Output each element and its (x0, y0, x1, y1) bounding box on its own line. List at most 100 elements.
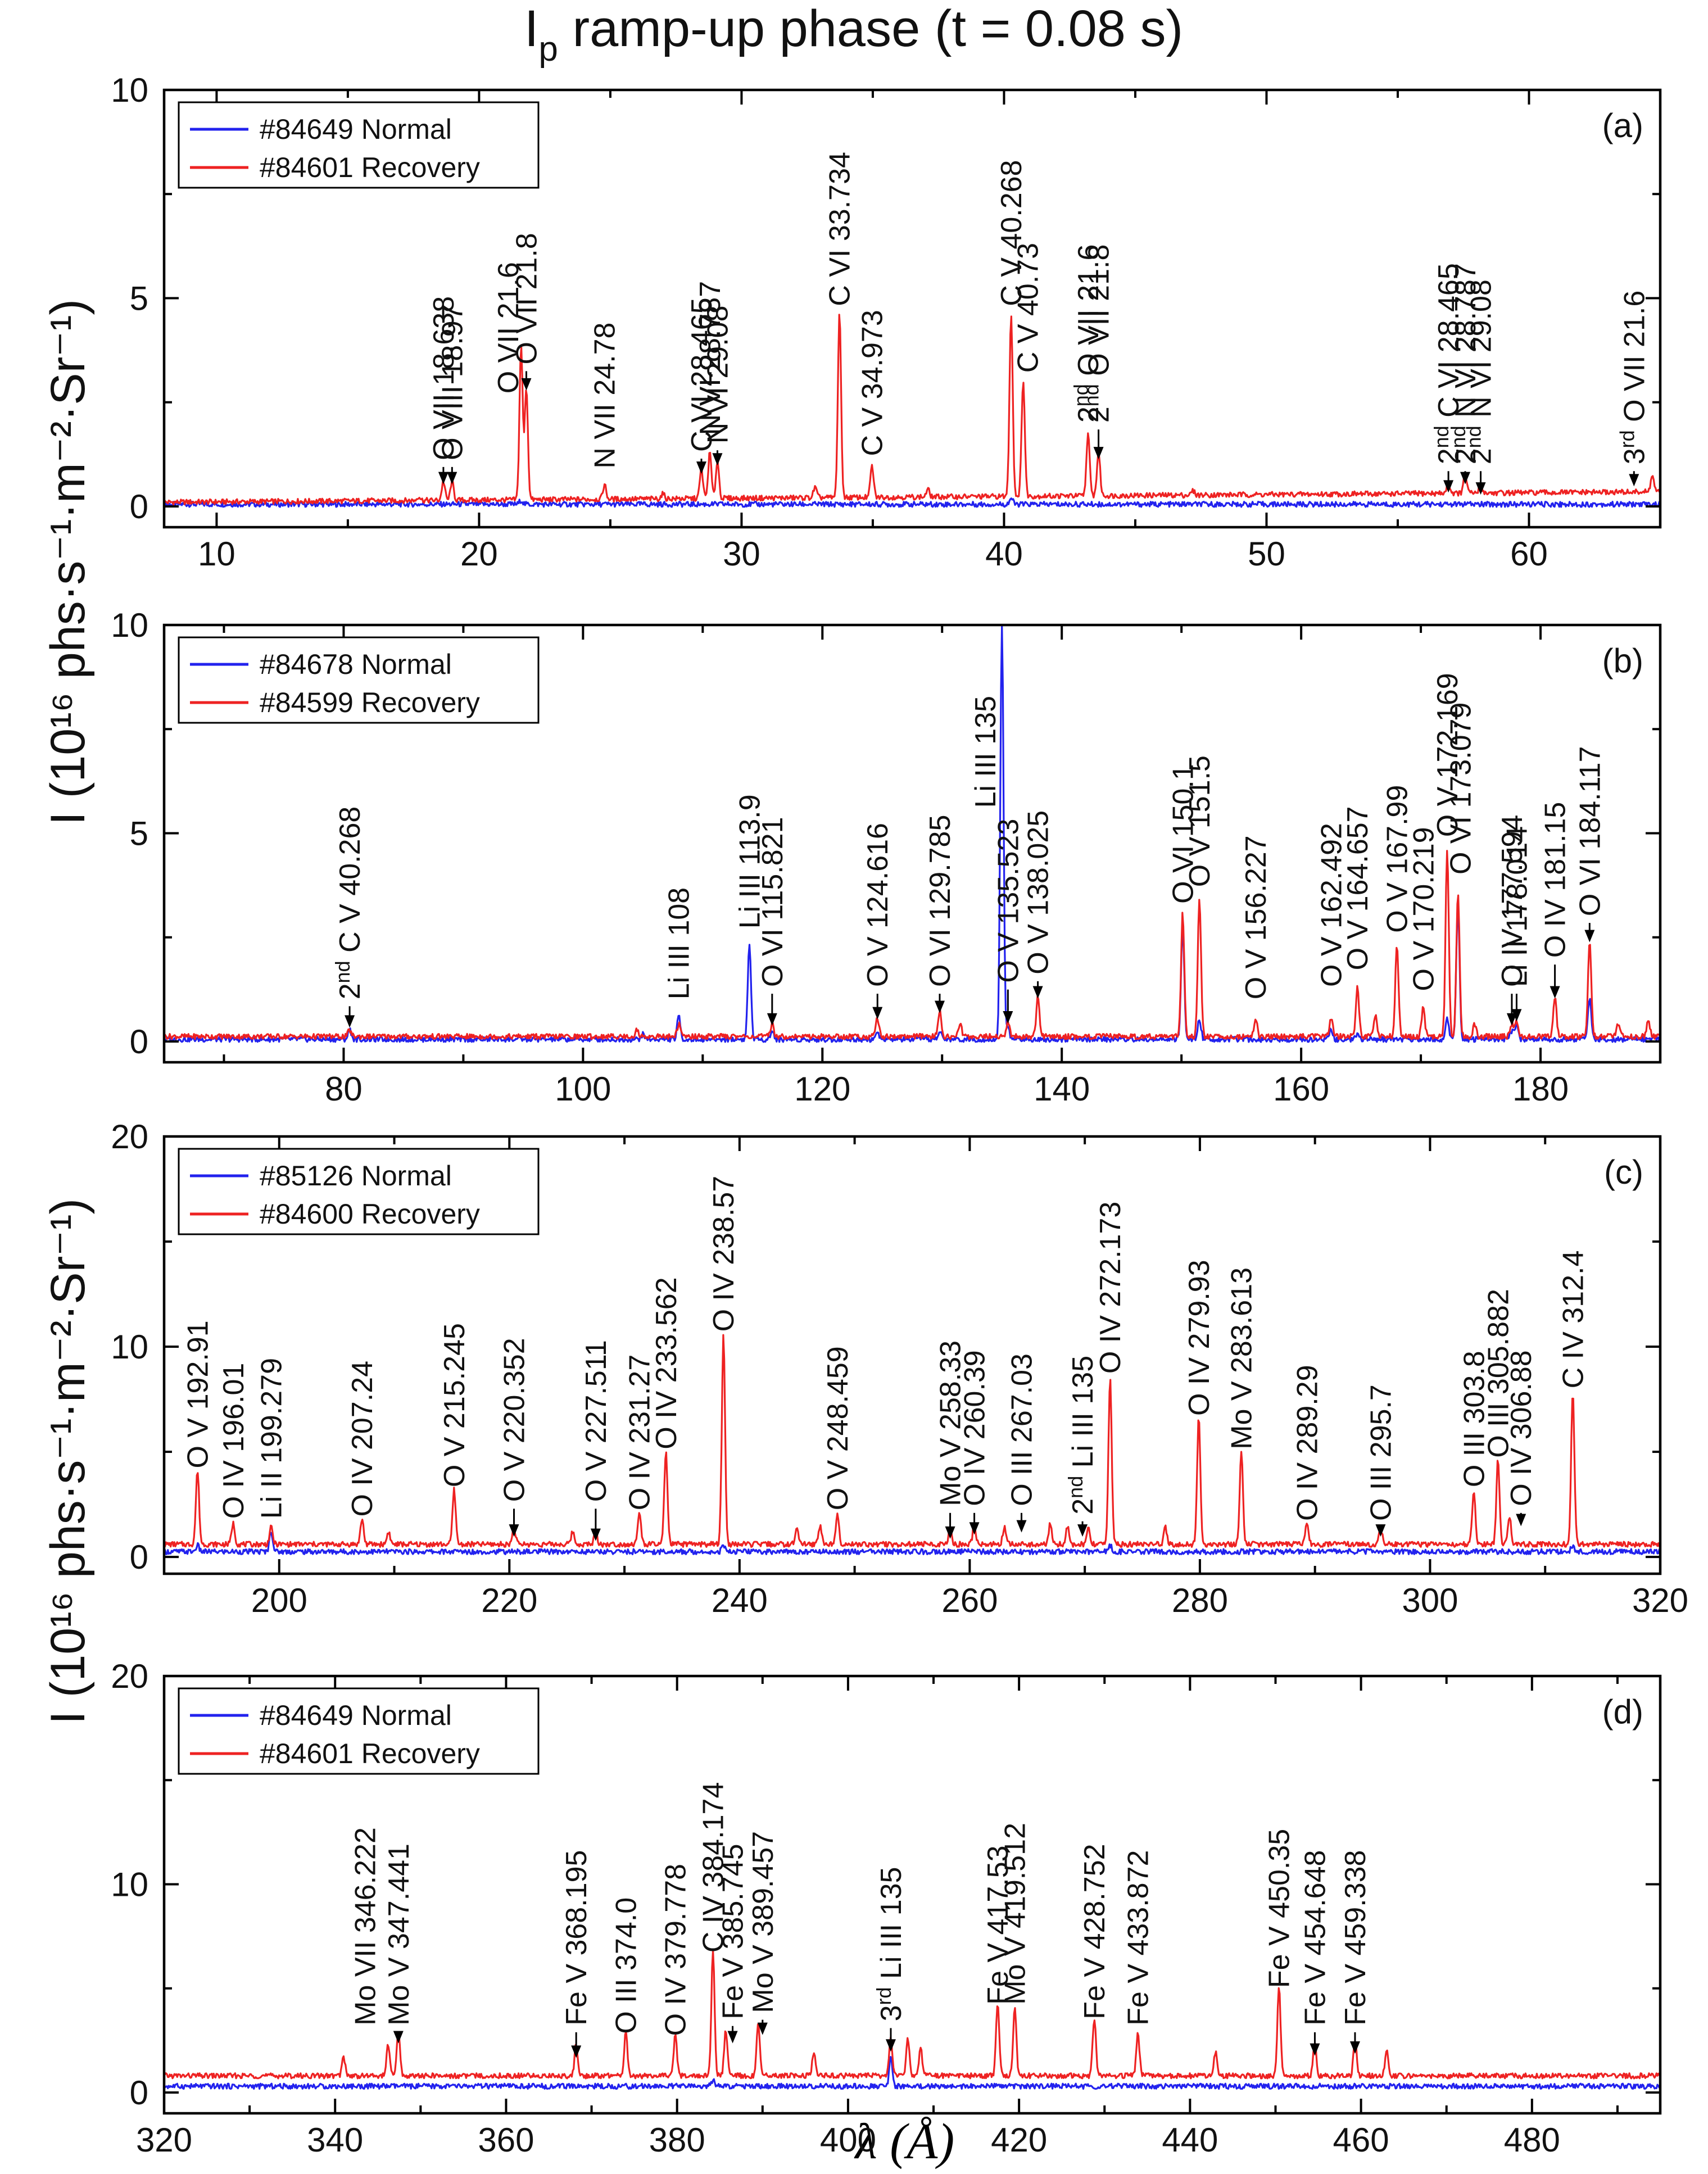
line-annotation: O VI 173.079 (1444, 703, 1477, 875)
annotation-arrowhead (345, 1015, 355, 1028)
line-annotation: Fe V 459.338 (1339, 1850, 1372, 2026)
series-group (164, 1949, 1660, 2090)
line-annotation: Fe V 417.53 (982, 1845, 1014, 2004)
line-annotation: O IV 181.15 (1539, 802, 1572, 958)
y-tick-label: 20 (111, 1118, 148, 1156)
x-tick-label: 10 (198, 535, 235, 573)
annotation-arrowhead (1349, 2041, 1360, 2054)
legend-entry: #84600 Recovery (260, 1198, 480, 1230)
annotation-arrowhead (509, 1524, 519, 1537)
line-annotation: 3rd Li III 135 (872, 1867, 908, 2022)
line-annotation: 2nd N VI 29.08 (1462, 279, 1498, 464)
line-annotation: Mo V 283.613 (1226, 1267, 1258, 1450)
y-tick-label: 20 (111, 1657, 148, 1695)
line-annotation: O VI 115.821 (756, 817, 789, 987)
line-annotation: Li II 178.014 (1501, 826, 1533, 987)
series-line-recovery (164, 1949, 1660, 2080)
line-annotation: Mo VII 346.222 (349, 1827, 382, 2026)
line-annotation: Mo V 419.512 (999, 1823, 1032, 2005)
annotation-arrowhead (1077, 1524, 1088, 1537)
line-annotation: Fe V 428.752 (1079, 1844, 1111, 2019)
annotation-arrowhead (393, 2031, 404, 2044)
legend-entry: #84601 Recovery (260, 1738, 480, 1769)
line-annotation: Mo V 347.441 (383, 1844, 415, 2026)
line-annotation: C IV 312.4 (1557, 1251, 1589, 1389)
legend-entry: #84599 Recovery (260, 687, 480, 718)
y-tick-label: 10 (111, 71, 148, 109)
line-annotation: O IV 289.29 (1291, 1365, 1324, 1521)
annotation-arrowhead (590, 1528, 601, 1541)
annotation-arrowhead (1475, 482, 1486, 495)
line-annotation: O IV 207.24 (346, 1361, 379, 1517)
annotation-arrowhead (969, 1522, 980, 1535)
line-annotation: O V 220.352 (498, 1338, 531, 1502)
y-axis-label-upper: I (10¹⁶ phs·s⁻¹·m⁻²·Sr⁻¹) (41, 299, 95, 825)
x-tick-label: 280 (1172, 1582, 1228, 1619)
line-annotation: O V 192.91 (182, 1320, 214, 1468)
line-annotation: O III 305.882 (1482, 1289, 1515, 1458)
annotation-arrowhead (571, 2045, 582, 2058)
y-tick-label: 0 (130, 1023, 148, 1061)
line-annotation: 2nd O VII 21.8 (1080, 244, 1116, 423)
line-annotation: O V 135.523 (992, 819, 1025, 983)
annotation-arrowhead (1511, 1009, 1522, 1022)
x-tick-label: 460 (1333, 2121, 1389, 2159)
axes-frame (162, 1135, 1662, 1575)
line-annotation: O V 170.219 (1407, 827, 1440, 991)
annotation-arrowhead (757, 2022, 768, 2035)
line-annotation: N VII 24.78 (589, 323, 622, 469)
axes-frame (162, 623, 1662, 1064)
line-annotation: Fe V 368.195 (560, 1850, 593, 2026)
series-line-normal (164, 497, 1660, 508)
line-annotation: O V 248.459 (822, 1346, 854, 1510)
legend-box (178, 1148, 540, 1235)
line-annotation: O IV 272.173 (1094, 1202, 1127, 1374)
line-annotation: C V 40.73 (1012, 243, 1044, 373)
x-tick-label: 320 (136, 2121, 192, 2159)
panel-label: (b) (1602, 642, 1643, 680)
annotation-arrowhead (945, 1526, 955, 1539)
y-tick-label: 5 (130, 279, 148, 317)
annotation-arrowhead (1016, 1520, 1027, 1533)
annotation-arrowhead (521, 378, 532, 391)
line-annotation: O V 167.99 (1381, 785, 1413, 933)
line-annotation: 2nd N VI 28.787 (1447, 263, 1482, 464)
line-annotation: O V 227.511 (580, 1340, 613, 1502)
x-tick-label: 480 (1504, 2121, 1560, 2159)
series-group (164, 1334, 1660, 1555)
legend-box (178, 101, 540, 189)
x-tick-label: 440 (1162, 2121, 1218, 2159)
line-annotation: O IV 231.27 (624, 1355, 656, 1511)
line-annotation: C VI 28.465 (686, 297, 718, 452)
annotation-arrowhead (1506, 1013, 1517, 1026)
annotation-arrowhead (1460, 472, 1471, 484)
line-annotation: O VI 150.1 (1167, 764, 1199, 904)
legend: #85126 Normal #84600 Recovery (178, 1148, 540, 1235)
line-annotation: O IV 279.93 (1183, 1260, 1216, 1416)
line-annotation: N VI 29.08 (701, 306, 734, 444)
line-annotation: O IV 177.594 (1496, 815, 1529, 987)
x-tick-label: 380 (649, 2121, 705, 2159)
line-annotation: Li III 135 (969, 696, 1002, 808)
line-annotation: O V 215.245 (438, 1323, 471, 1487)
legend: #84649 Normal #84601 Recovery (178, 101, 540, 189)
line-annotation: Fe V 450.35 (1263, 1829, 1296, 1988)
line-annotation: O V 156.227 (1240, 835, 1272, 999)
line-annotation: Fe V 433.872 (1122, 1850, 1155, 2026)
x-tick-label: 120 (794, 1070, 850, 1108)
series-line-recovery (164, 850, 1660, 1040)
panel-d: 320 340 360 380 400 420 440 460 480 0 10 20 (d) #8464… (111, 1657, 1662, 2159)
y-tick-label: 0 (130, 1538, 148, 1576)
line-annotation: O V 138.025 (1022, 810, 1055, 975)
line-annotation: O IV 306.88 (1505, 1350, 1538, 1506)
legend: #84678 Normal #84599 Recovery (178, 636, 540, 724)
line-annotation: O III 374.0 (610, 1897, 642, 2034)
line-annotation: O VI 184.117 (1574, 746, 1606, 916)
legend-entry: #85126 Normal (260, 1160, 452, 1192)
series-line-recovery (164, 1334, 1660, 1548)
y-tick-label: 10 (111, 606, 148, 644)
legend-entry: #84649 Normal (260, 114, 452, 145)
